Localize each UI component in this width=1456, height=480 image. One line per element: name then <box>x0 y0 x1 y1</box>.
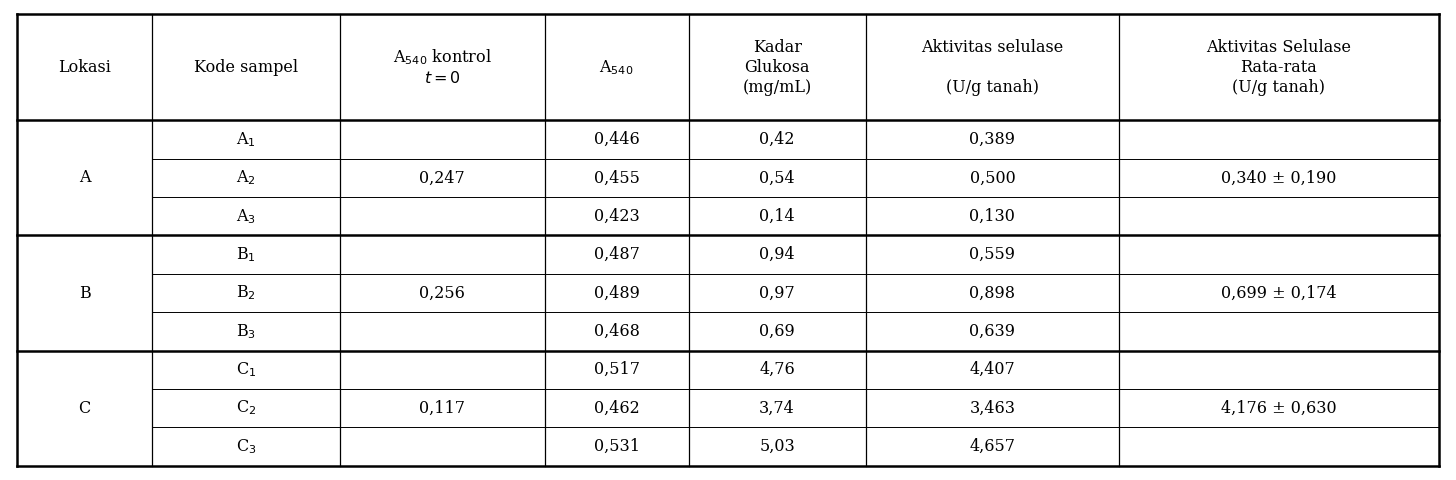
Text: 3,463: 3,463 <box>970 399 1015 417</box>
Text: 0,389: 0,389 <box>970 131 1015 148</box>
Text: C: C <box>79 399 90 417</box>
Text: Aktivitas selulase

(U/g tanah): Aktivitas selulase (U/g tanah) <box>922 39 1063 96</box>
Text: Aktivitas Selulase
Rata-rata
(U/g tanah): Aktivitas Selulase Rata-rata (U/g tanah) <box>1207 39 1351 96</box>
Text: 0,69: 0,69 <box>759 323 795 340</box>
Text: B$_1$: B$_1$ <box>236 245 256 264</box>
Text: 0,130: 0,130 <box>970 208 1015 225</box>
Text: 0,94: 0,94 <box>759 246 795 263</box>
Text: 0,117: 0,117 <box>419 399 466 417</box>
Text: 3,74: 3,74 <box>759 399 795 417</box>
Text: A$_2$: A$_2$ <box>236 168 256 187</box>
Text: A$_1$: A$_1$ <box>236 130 256 149</box>
Text: 0,54: 0,54 <box>759 169 795 186</box>
Text: Kode sampel: Kode sampel <box>194 59 298 76</box>
Text: 0,487: 0,487 <box>594 246 639 263</box>
Text: 0,489: 0,489 <box>594 285 639 301</box>
Text: 4,657: 4,657 <box>970 438 1015 455</box>
Text: 0,531: 0,531 <box>594 438 639 455</box>
Text: 0,340 ± 0,190: 0,340 ± 0,190 <box>1222 169 1337 186</box>
Text: 0,559: 0,559 <box>970 246 1015 263</box>
Text: Kadar
Glukosa
(mg/mL): Kadar Glukosa (mg/mL) <box>743 39 812 96</box>
Text: 4,176 ± 0,630: 4,176 ± 0,630 <box>1222 399 1337 417</box>
Text: 0,42: 0,42 <box>760 131 795 148</box>
Text: 0,898: 0,898 <box>970 285 1015 301</box>
Text: 0,462: 0,462 <box>594 399 639 417</box>
Text: 0,247: 0,247 <box>419 169 464 186</box>
Text: 4,407: 4,407 <box>970 361 1015 378</box>
Text: 0,455: 0,455 <box>594 169 639 186</box>
Text: B$_2$: B$_2$ <box>236 284 256 302</box>
Text: C$_1$: C$_1$ <box>236 360 256 379</box>
Text: 0,468: 0,468 <box>594 323 639 340</box>
Text: 0,14: 0,14 <box>759 208 795 225</box>
Text: 0,639: 0,639 <box>970 323 1015 340</box>
Text: 0,446: 0,446 <box>594 131 639 148</box>
Text: A$_{540}$: A$_{540}$ <box>600 58 633 77</box>
Text: 0,256: 0,256 <box>419 285 466 301</box>
Text: A$_{540}$ kontrol
$t = 0$: A$_{540}$ kontrol $t = 0$ <box>393 48 492 87</box>
Text: B: B <box>79 285 90 301</box>
Text: 0,517: 0,517 <box>594 361 639 378</box>
Text: 0,500: 0,500 <box>970 169 1015 186</box>
Text: 4,76: 4,76 <box>759 361 795 378</box>
Text: A: A <box>79 169 90 186</box>
Text: 5,03: 5,03 <box>759 438 795 455</box>
Text: C$_3$: C$_3$ <box>236 437 256 456</box>
Text: 0,423: 0,423 <box>594 208 639 225</box>
Text: C$_2$: C$_2$ <box>236 399 256 418</box>
Text: 0,699 ± 0,174: 0,699 ± 0,174 <box>1222 285 1337 301</box>
Text: A$_3$: A$_3$ <box>236 207 256 226</box>
Text: B$_3$: B$_3$ <box>236 322 256 341</box>
Text: 0,97: 0,97 <box>759 285 795 301</box>
Text: Lokasi: Lokasi <box>58 59 111 76</box>
